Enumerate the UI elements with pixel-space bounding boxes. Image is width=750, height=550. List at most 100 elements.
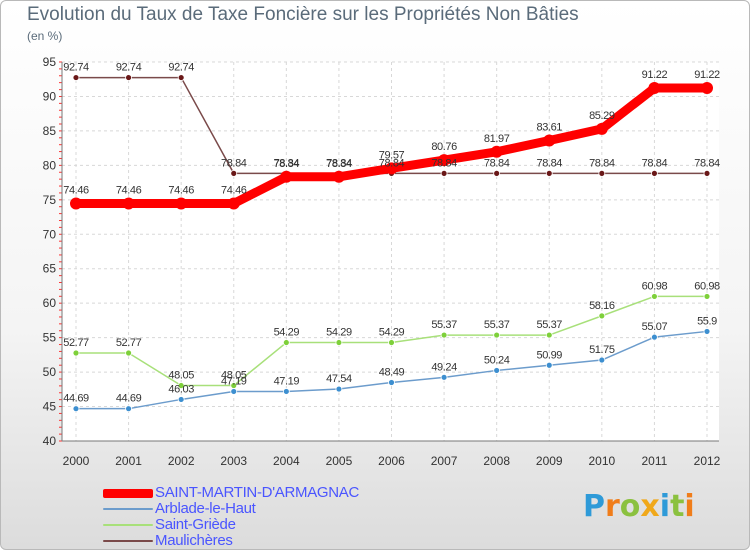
- data-point: [703, 293, 711, 300]
- legend-label: SAINT-MARTIN-D'ARMAGNAC: [155, 484, 360, 501]
- data-label: 44.69: [63, 393, 89, 405]
- logo-letter: r: [605, 489, 620, 524]
- data-label: 78.84: [694, 157, 720, 169]
- data-label: 91.22: [642, 69, 668, 81]
- data-label: 79.57: [379, 149, 405, 161]
- data-label: 48.49: [379, 366, 405, 378]
- data-point: [125, 74, 132, 81]
- data-point: [651, 169, 658, 177]
- data-point: [545, 331, 553, 339]
- data-label: 60.98: [694, 280, 720, 292]
- legend-item-maulicheres[interactable]: Maulichères: [103, 533, 359, 549]
- x-tick-label: 2007: [431, 454, 458, 468]
- y-tick-label: 45: [43, 400, 57, 414]
- data-point: [595, 122, 608, 135]
- data-label: 54.29: [326, 327, 352, 339]
- data-label: 50.99: [536, 349, 562, 361]
- x-tick-label: 2002: [168, 454, 195, 468]
- x-tick-label: 2009: [536, 454, 563, 468]
- data-point: [280, 170, 293, 183]
- data-point: [175, 197, 188, 210]
- data-point: [545, 361, 553, 369]
- data-label: 92.74: [116, 62, 142, 74]
- data-label: 55.07: [642, 321, 668, 333]
- logo-letter: i: [659, 489, 671, 524]
- data-label: 55.37: [536, 319, 562, 331]
- data-point: [493, 169, 501, 177]
- data-point: [177, 74, 185, 81]
- data-label: 78.84: [536, 157, 562, 169]
- data-point: [493, 367, 501, 374]
- data-label: 78.34: [274, 158, 300, 170]
- y-tick-label: 95: [43, 55, 57, 69]
- data-label: 74.46: [116, 185, 142, 197]
- legend-label: Saint-Griède: [155, 516, 236, 533]
- data-label: 83.61: [536, 121, 562, 133]
- y-tick-label: 40: [43, 434, 57, 448]
- proxiti-logo: Proxiti: [583, 489, 695, 524]
- data-label: 48.05: [168, 370, 194, 382]
- legend-item-arblade[interactable]: Arblade-le-Haut: [103, 501, 359, 517]
- y-tick-label: 65: [43, 262, 57, 276]
- data-label: 91.22: [694, 69, 720, 81]
- data-label: 78.84: [274, 157, 300, 169]
- data-label: 78.84: [431, 157, 457, 169]
- y-tick-label: 85: [43, 124, 57, 138]
- data-point: [282, 388, 290, 395]
- data-point: [490, 145, 503, 158]
- data-point: [230, 388, 238, 395]
- data-label: 47.19: [274, 375, 300, 387]
- data-point: [335, 339, 343, 346]
- y-tick-label: 80: [43, 158, 57, 172]
- data-point: [438, 154, 451, 167]
- data-point: [703, 328, 711, 335]
- logo-letter: P: [583, 489, 605, 524]
- data-label: 92.74: [63, 62, 89, 74]
- data-point: [70, 197, 82, 210]
- data-point: [282, 339, 290, 346]
- data-point: [125, 405, 132, 413]
- data-point: [440, 331, 448, 339]
- data-label: 74.46: [63, 185, 89, 197]
- legend-swatch-maulicheres: [103, 540, 153, 542]
- data-point: [332, 170, 345, 183]
- data-label: 92.74: [168, 62, 194, 74]
- data-point: [651, 333, 658, 341]
- data-point: [388, 379, 395, 386]
- data-point: [493, 331, 501, 339]
- data-label: 54.29: [274, 327, 300, 339]
- data-label: 54.29: [379, 327, 405, 339]
- data-label: 78.84: [326, 157, 352, 169]
- data-label: 47.19: [221, 375, 247, 387]
- data-point: [227, 197, 240, 210]
- data-point: [701, 82, 713, 95]
- data-point: [651, 293, 658, 300]
- legend-swatch-arblade: [103, 508, 153, 510]
- data-label: 50.24: [484, 354, 510, 366]
- logo-letter: o: [619, 489, 641, 524]
- legend-swatch-saint-griede: [103, 524, 153, 526]
- data-label: 55.37: [431, 319, 457, 331]
- data-point: [388, 339, 395, 346]
- data-label: 85.29: [589, 110, 615, 122]
- data-label: 48.05: [221, 370, 247, 382]
- data-label: 44.69: [116, 393, 142, 405]
- data-point: [440, 373, 448, 381]
- y-tick-label: 75: [43, 193, 57, 207]
- data-label: 78.84: [642, 157, 668, 169]
- legend-item-saint-griede[interactable]: Saint-Griède: [103, 517, 359, 533]
- legend-item-saint-martin[interactable]: SAINT-MARTIN-D'ARMAGNAC: [103, 485, 359, 501]
- data-point: [598, 356, 606, 364]
- x-tick-label: 2012: [694, 454, 721, 468]
- x-tick-label: 2003: [220, 454, 247, 468]
- legend: SAINT-MARTIN-D'ARMAGNAC Arblade-le-Haut …: [103, 485, 359, 549]
- data-point: [335, 385, 343, 393]
- x-tick-label: 2004: [273, 454, 300, 468]
- x-tick-label: 2010: [588, 454, 615, 468]
- data-point: [230, 169, 238, 177]
- data-label: 80.76: [431, 141, 457, 153]
- legend-label: Maulichères: [155, 532, 233, 549]
- y-tick-label: 50: [43, 365, 57, 379]
- data-point: [648, 82, 661, 95]
- chart-title: Evolution du Taux de Taxe Foncière sur l…: [27, 4, 579, 25]
